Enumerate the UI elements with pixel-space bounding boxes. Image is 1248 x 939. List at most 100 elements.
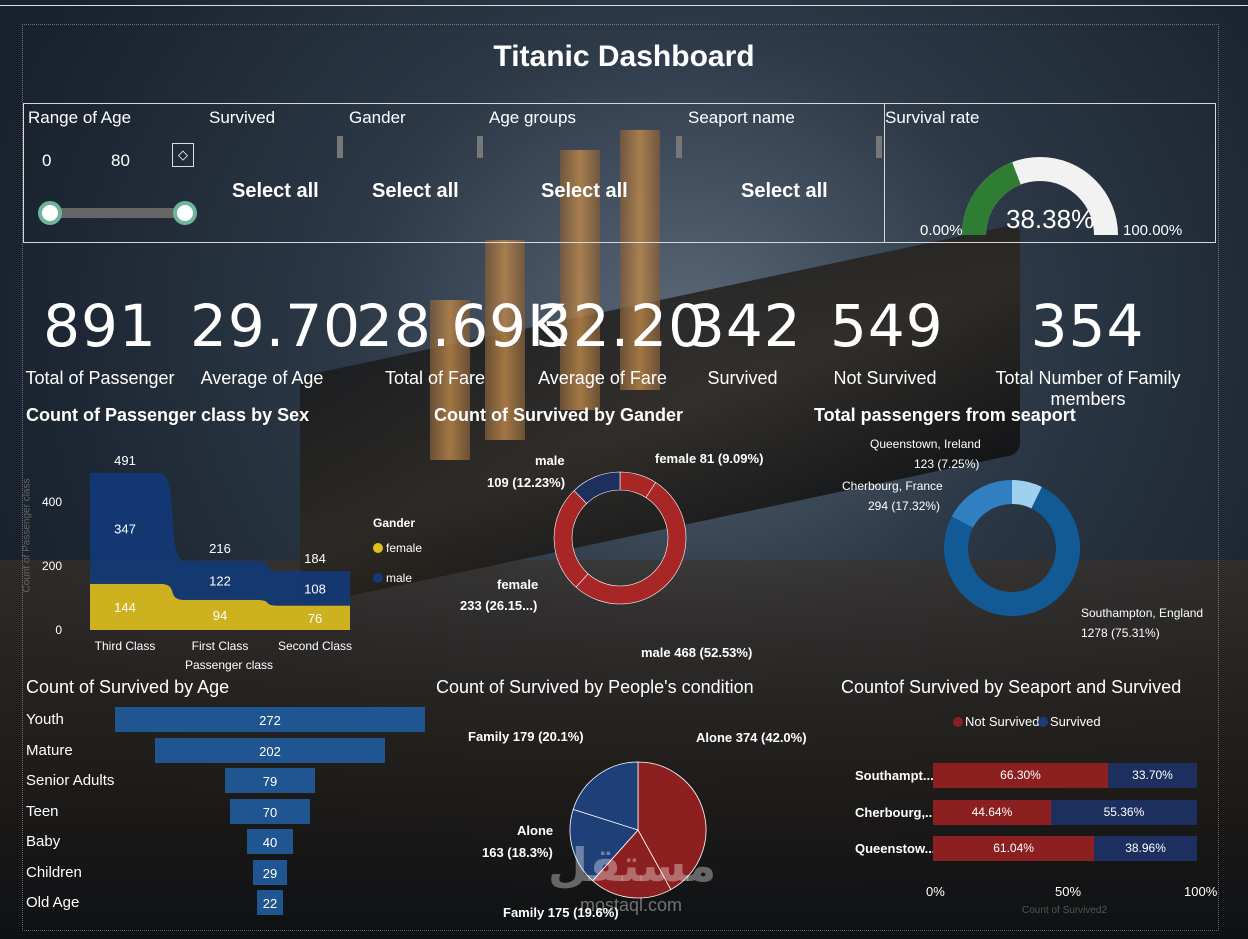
age-category-label: Children [26, 863, 82, 881]
survived-select-all[interactable]: Select all [232, 180, 319, 202]
legend-dot-female [373, 543, 383, 553]
age-bar[interactable] [253, 859, 287, 885]
male-data-label: 347 [114, 521, 136, 536]
age-bar-value: 70 [262, 804, 278, 820]
pie-label: Alone [517, 823, 554, 838]
area-chart: 0 200 400 144 347 491 Third Class 94 122 216 First… [42, 453, 352, 653]
age-min-value[interactable]: 0 [42, 151, 52, 170]
kpi-value: 32.20 [535, 292, 707, 360]
age-bar[interactable] [154, 737, 386, 763]
condition-pie-title: Count of Survived by People's condition [436, 677, 754, 697]
seaport-scrollbar[interactable] [876, 136, 882, 158]
gender-donut-title: Count of Survived by Gander [434, 405, 684, 425]
seaport-donut-title: Total passengers from seaport [814, 405, 1076, 425]
legend-survived[interactable]: Survived [1050, 714, 1101, 729]
age-slider-max-handle[interactable] [173, 201, 197, 225]
donut-slice [573, 471, 621, 504]
age-groups-scrollbar[interactable] [676, 136, 682, 158]
kpi-label: Total Number of Family members [995, 368, 1181, 409]
top-border [0, 5, 1248, 6]
age-bar-value: 29 [262, 865, 278, 881]
male-data-label: 108 [304, 581, 326, 596]
axis-tick: 50% [1055, 884, 1082, 899]
legend-female[interactable]: female [386, 541, 423, 555]
age-bar[interactable] [257, 890, 283, 915]
donut-label: Cherbourg, France [842, 479, 943, 493]
age-bar-value: 202 [259, 743, 281, 759]
donut-label: 1278 (75.31%) [1081, 626, 1160, 640]
donut-label: Queenstown, Ireland [870, 437, 981, 451]
page-title: Titanic Dashboard [493, 40, 755, 73]
area-y-title: Count of Passenger class [21, 478, 33, 593]
donut-label: 294 (17.32%) [868, 499, 941, 513]
age-slicer-label: Range of Age [28, 108, 132, 127]
age-max-value[interactable]: 80 [111, 151, 130, 170]
donut-label: male [535, 453, 565, 468]
donut-label: 123 (7.25%) [914, 457, 980, 471]
legend-male[interactable]: male [386, 571, 413, 585]
area-chart-title: Count of Passenger class by Sex [26, 405, 310, 425]
survived-bar[interactable]: 33.70% [1108, 763, 1197, 788]
female-data-label: 76 [308, 611, 322, 626]
kpi-label: Total of Passenger [25, 368, 175, 388]
age-slider-min-handle[interactable] [38, 201, 62, 225]
seaport-category-label: Cherbourg,... [855, 804, 936, 820]
kpi-label: Not Survived [833, 368, 937, 388]
watermark-url: mostaql.com [580, 895, 683, 915]
seaport-select-all[interactable]: Select all [741, 180, 828, 202]
donut-label: male 468 (52.53%) [641, 645, 753, 660]
gauge-value: 38.38% [1006, 204, 1095, 234]
age-bar[interactable] [230, 798, 310, 824]
pie-slice [637, 761, 707, 891]
gender-select-all[interactable]: Select all [372, 180, 459, 202]
age-category-label: Mature [26, 741, 73, 759]
donut-slice [553, 490, 589, 588]
legend-dot-survived [1038, 717, 1048, 727]
kpi-value: 28.69K [356, 292, 567, 360]
pie-slice [569, 808, 639, 882]
donut-label: 233 (26.15...) [460, 598, 538, 613]
survived-scrollbar[interactable] [337, 136, 343, 158]
age-category-label: Senior Adults [26, 772, 115, 789]
female-data-label: 94 [213, 608, 227, 623]
kpi-value: 891 [43, 292, 157, 360]
gender-donut-chart [553, 471, 687, 605]
male-data-label: 122 [209, 573, 231, 588]
donut-slice [1012, 480, 1042, 509]
age-bar[interactable] [224, 768, 315, 793]
pie-label: Family 179 (20.1%) [468, 729, 584, 744]
y-tick-label: 400 [42, 495, 62, 509]
axis-title: Count of Survived2 [1022, 905, 1108, 916]
report-frame [22, 24, 1219, 931]
age-bar[interactable] [115, 707, 425, 732]
gauge-fill [962, 162, 1021, 235]
donut-slice [951, 480, 1012, 528]
age-bar[interactable] [247, 829, 293, 854]
survived-bar[interactable]: 55.36% [1050, 799, 1197, 825]
age-bar-value: 22 [262, 896, 278, 911]
legend-dot-not-survived [953, 717, 963, 727]
age-groups-select-all[interactable]: Select all [541, 180, 628, 202]
not-survived-bar[interactable]: 61.04% [933, 836, 1095, 861]
not-survived-bar[interactable]: 44.64% [933, 799, 1051, 825]
age-chart-title: Count of Survived by Age [26, 677, 230, 697]
pie-label: Alone 374 (42.0%) [696, 730, 807, 745]
seaport-category-label: Queenstow... [855, 841, 936, 856]
background-funnel [560, 150, 600, 410]
background-funnel [485, 240, 525, 440]
total-data-label: 491 [114, 453, 136, 468]
gender-scrollbar[interactable] [477, 136, 483, 158]
legend-not-survived[interactable]: Not Survived [965, 714, 1040, 729]
age-slider-track[interactable] [48, 208, 188, 218]
pie-slice [572, 761, 639, 831]
age-category-label: Baby [26, 833, 61, 850]
kpi-value: 549 [830, 292, 944, 360]
survived-bar[interactable]: 38.96% [1094, 836, 1197, 861]
gauge-chart [962, 157, 1118, 235]
female-area [90, 583, 350, 630]
eraser-icon[interactable]: ◇ [172, 143, 194, 167]
not-survived-bar[interactable]: 66.30% [933, 763, 1109, 788]
pie-label: 163 (18.3%) [482, 845, 553, 860]
donut-label: female [497, 577, 539, 592]
